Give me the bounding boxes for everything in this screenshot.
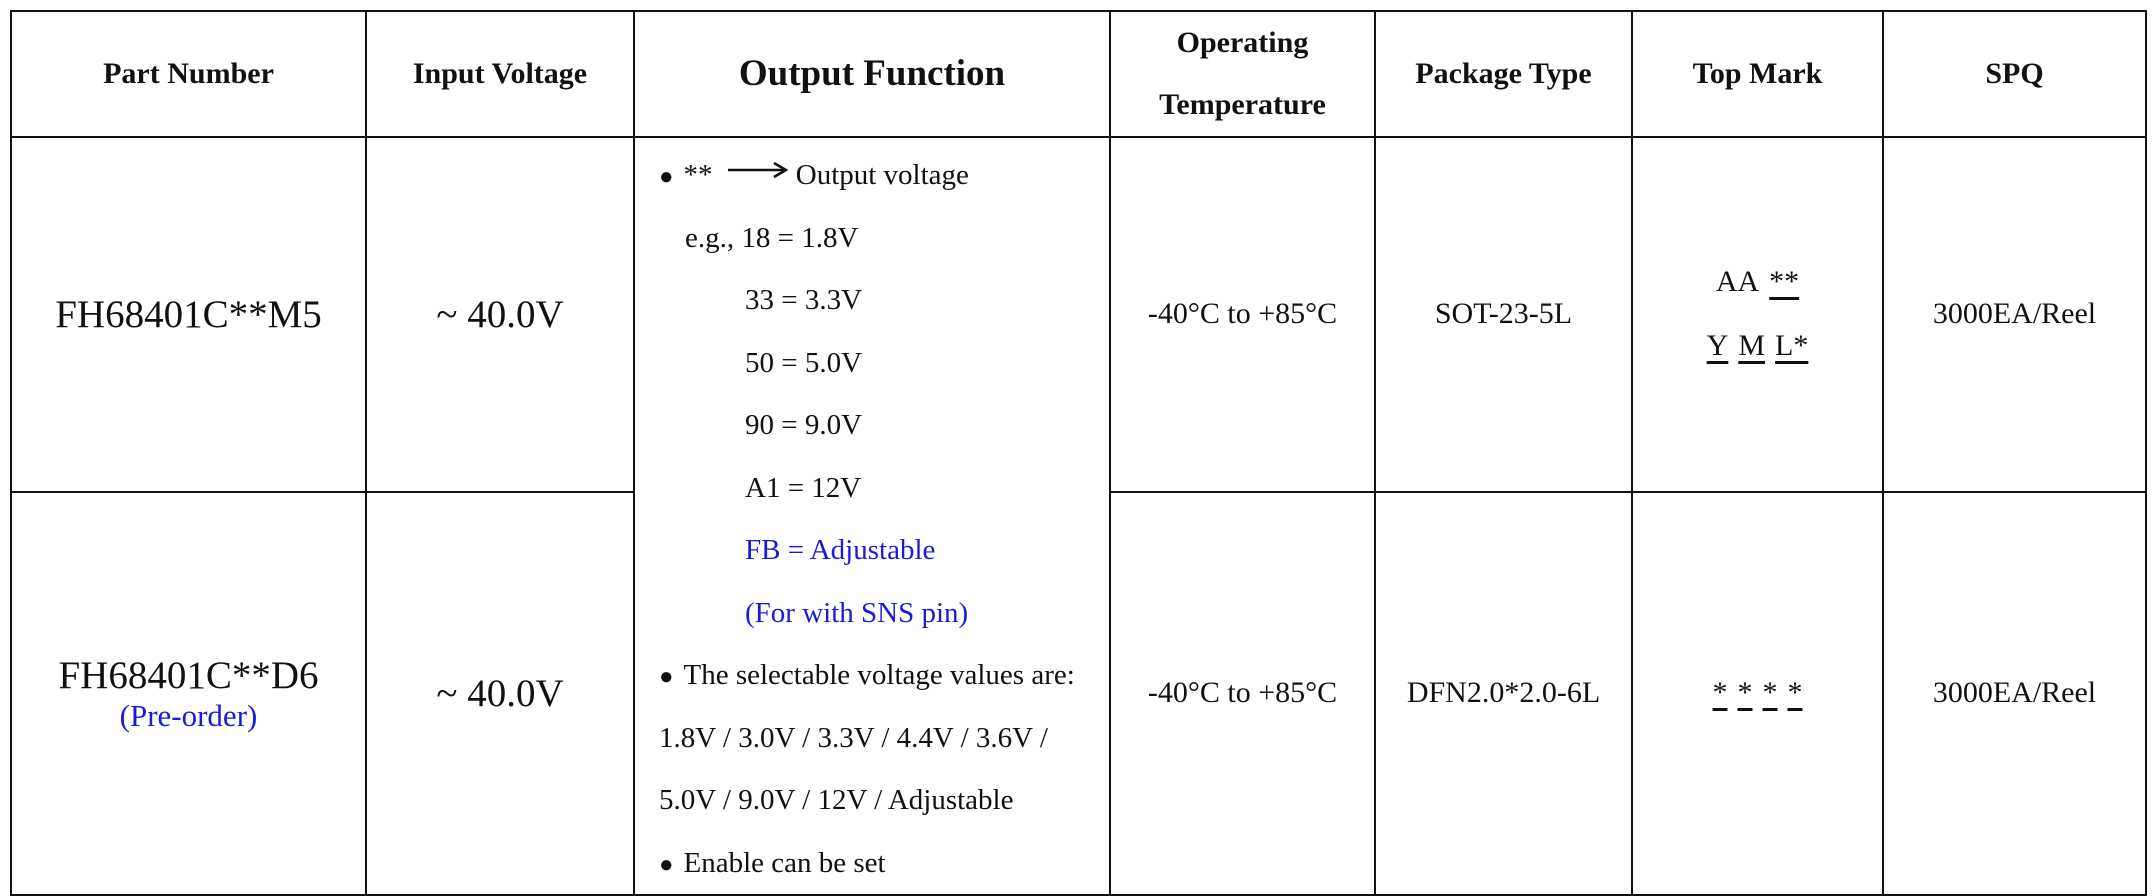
- adjustable: (For with SNS pin): [745, 596, 969, 629]
- top-mark-text: *: [1787, 676, 1803, 710]
- header-cell: SPQ: [1882, 10, 2147, 138]
- example: A1 = 12V: [745, 471, 862, 504]
- row: FH68401C**M5 ~ 40.0V ** Output voltage e…: [10, 136, 2147, 896]
- line: Enable can be set: [635, 832, 1109, 895]
- part-number: FH68401C**D6: [58, 653, 319, 697]
- selectable-values: 5.0V / 9.0V / 12V / Adjustable: [659, 784, 1014, 816]
- line: The selectable voltage values are:: [635, 644, 1109, 707]
- temperature: -40°C to +85°C: [1109, 136, 1376, 493]
- example: 33 = 3.3V: [745, 284, 863, 316]
- line: ** Output voltage: [635, 144, 1109, 207]
- example: 50 = 5.0V: [745, 346, 863, 379]
- part-number: FH68401C**M5: [10, 136, 367, 493]
- top-mark-text: L*: [1775, 329, 1809, 363]
- selectable-values: 1.8V / 3.0V / 3.3V / 4.4V / 3.6V /: [659, 721, 1048, 754]
- enable: Enable can be set: [683, 846, 886, 879]
- top-mark: AA ** Y M L*: [1631, 136, 1884, 493]
- header-cell: Operating Temperature: [1109, 10, 1376, 138]
- spq: 3000EA/Reel: [1882, 490, 2147, 896]
- top-mark-line: Y M L*: [1633, 314, 1882, 378]
- example: 90 = 9.0V: [745, 409, 863, 441]
- top-mark-text: *: [1762, 676, 1778, 710]
- header-cell: Part Number: [10, 10, 367, 138]
- package: SOT-23-5L: [1374, 136, 1633, 493]
- top-mark-text: **: [1769, 265, 1800, 299]
- top-mark-text: *: [1737, 676, 1753, 710]
- header-cell: Input Voltage: [365, 10, 635, 138]
- example: 18 = 1.8V: [741, 221, 859, 254]
- package: DFN2.0*2.0-6L: [1374, 490, 1633, 896]
- top-mark-text: *: [1712, 676, 1728, 710]
- ordering-table: Part Number Input Voltage Output Functio…: [10, 10, 2147, 896]
- header-cell: Output Function: [633, 10, 1111, 138]
- example-prefix: e.g.,: [685, 221, 735, 254]
- note: (Pre-order): [119, 697, 258, 733]
- adjustable: FB = Adjustable: [745, 534, 936, 566]
- top-mark-text: Y: [1706, 329, 1729, 363]
- spq: 3000EA/Reel: [1882, 136, 2147, 493]
- input-voltage: ~ 40.0V: [365, 136, 635, 493]
- line: e.g., 18 = 1.8V: [635, 207, 1109, 270]
- header-row: Part Number Input Voltage Output Functio…: [10, 10, 2147, 138]
- header-cell: Package Type: [1374, 10, 1633, 138]
- arrow: [727, 161, 789, 179]
- top-mark-text: M: [1738, 329, 1766, 363]
- selectable-title: The selectable voltage values are:: [683, 659, 1075, 691]
- code-desc: Output voltage: [795, 159, 969, 191]
- input-voltage: ~ 40.0V: [365, 490, 635, 896]
- top-mark-line: * * * *: [1633, 661, 1882, 725]
- output-function: ** Output voltage e.g., 18 = 1.8V 33 = 3…: [633, 136, 1111, 896]
- code-key: **: [683, 159, 713, 191]
- top-mark-line: AA **: [1633, 250, 1882, 314]
- temperature: -40°C to +85°C: [1109, 490, 1376, 896]
- header-cell: Top Mark: [1631, 10, 1884, 138]
- top-mark: * * * *: [1631, 490, 1884, 896]
- part-cell: FH68401C**D6 (Pre-order): [10, 490, 367, 896]
- row: FH68401C**D6 (Pre-order) ~ 40.0V -40°C to…: [10, 490, 2147, 896]
- top-mark-text: AA: [1715, 265, 1760, 299]
